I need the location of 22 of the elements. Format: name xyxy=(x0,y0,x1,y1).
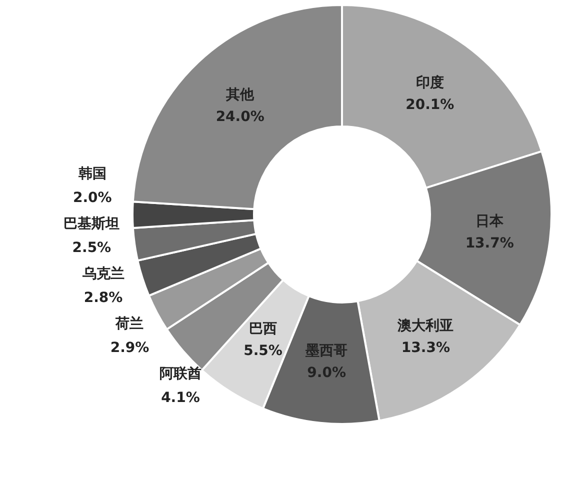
slice-label: 墨西哥 xyxy=(304,343,348,360)
slice-label: 巴西 xyxy=(249,321,278,338)
data-label: 2.8% xyxy=(84,290,123,306)
data-label: 9.0% xyxy=(307,365,346,382)
slice-label: 其他 xyxy=(225,86,256,103)
slice-label: 荷兰 xyxy=(114,315,144,332)
slice-label: 阿联酋 xyxy=(159,366,202,382)
data-label: 24.0% xyxy=(216,108,264,125)
data-label: 13.3% xyxy=(401,340,450,356)
data-label: 2.9% xyxy=(110,340,150,356)
data-label: 2.0% xyxy=(72,190,112,206)
data-label: 4.1% xyxy=(161,390,200,406)
slice-label: 乌克兰 xyxy=(81,265,124,282)
slice-label: 巴基斯坦 xyxy=(64,216,120,232)
slice-label: 印度 xyxy=(416,74,444,92)
data-label: 20.1% xyxy=(406,97,454,114)
slice-label: 韩国 xyxy=(77,166,106,182)
data-label: 13.7% xyxy=(465,236,514,252)
data-label: 5.5% xyxy=(244,343,282,360)
data-label: 2.5% xyxy=(72,240,112,256)
slice-label: 日本 xyxy=(476,214,505,230)
slice-label: 澳大利亚 xyxy=(396,318,454,334)
